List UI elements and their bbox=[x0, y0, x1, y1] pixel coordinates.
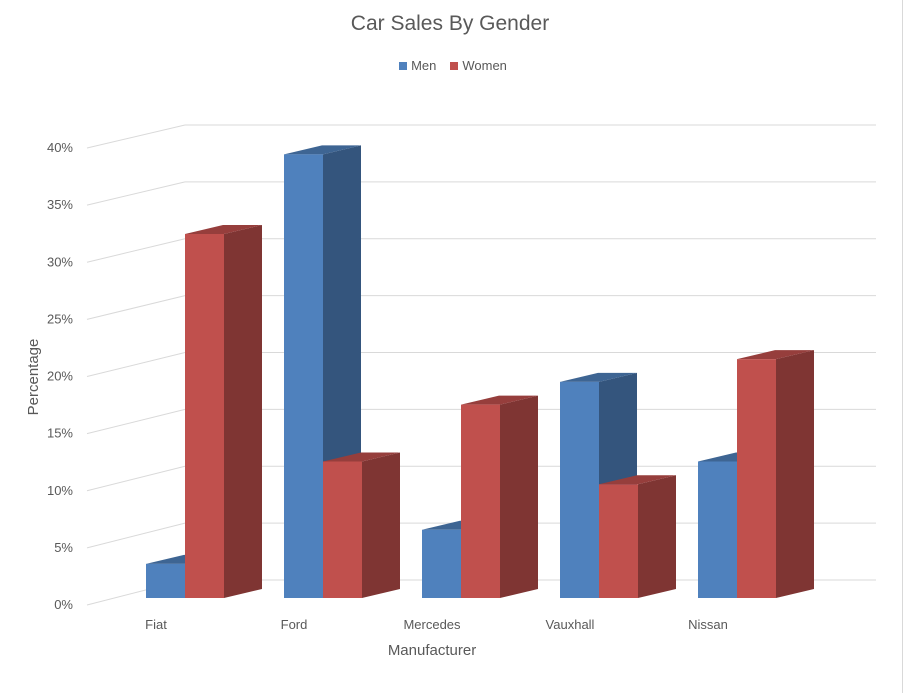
bar-men-vauxhall bbox=[560, 381, 599, 598]
bar-top bbox=[323, 452, 400, 462]
y-tick-label: 30% bbox=[47, 254, 73, 269]
gridline-side bbox=[86, 522, 186, 549]
gridline-side bbox=[86, 238, 186, 263]
y-tick-label: 10% bbox=[47, 483, 73, 498]
legend-swatch bbox=[450, 61, 459, 70]
gridline-side bbox=[86, 181, 186, 206]
bar-top bbox=[560, 372, 637, 382]
y-tick-label: 35% bbox=[47, 197, 73, 212]
bar-side bbox=[776, 350, 814, 598]
bar-top bbox=[284, 145, 361, 155]
bar-women-mercedes bbox=[461, 404, 500, 598]
bar-side bbox=[500, 395, 538, 598]
bar-top bbox=[599, 475, 676, 485]
gridline-side bbox=[86, 465, 186, 492]
x-tick-label: Fiat bbox=[145, 617, 167, 632]
bar-men-fiat bbox=[146, 563, 185, 598]
bar-top bbox=[737, 350, 814, 360]
legend-swatch bbox=[399, 61, 408, 70]
window-edge bbox=[902, 0, 903, 693]
bar-side bbox=[638, 475, 676, 598]
bar-women-ford bbox=[323, 461, 362, 598]
x-tick-label: Vauxhall bbox=[546, 617, 595, 632]
bar-men-mercedes bbox=[422, 529, 461, 598]
legend-label: Women bbox=[462, 58, 507, 73]
bar-women-fiat bbox=[185, 234, 224, 598]
x-tick-label: Mercedes bbox=[403, 617, 461, 632]
gridline-side bbox=[86, 124, 186, 149]
bar-men-ford bbox=[284, 154, 323, 598]
y-tick-label: 25% bbox=[47, 311, 73, 326]
y-axis-title: Percentage bbox=[25, 339, 42, 416]
bar-top bbox=[185, 225, 262, 234]
bar-side bbox=[362, 452, 400, 598]
y-tick-label: 20% bbox=[47, 369, 73, 384]
x-tick-label: Ford bbox=[281, 617, 308, 632]
gridline-side bbox=[86, 352, 186, 377]
bar-top bbox=[461, 395, 538, 405]
gridline-side bbox=[86, 295, 186, 320]
bar-women-nissan bbox=[737, 359, 776, 598]
bar-women-vauxhall bbox=[599, 484, 638, 598]
legend-item-women: Women bbox=[450, 58, 507, 73]
bar-side bbox=[224, 225, 262, 598]
gridline-side bbox=[86, 408, 186, 435]
legend-label: Men bbox=[411, 58, 437, 73]
y-tick-label: 0% bbox=[54, 597, 73, 612]
y-tick-label: 40% bbox=[47, 140, 73, 155]
chart-title: Car Sales By Gender bbox=[350, 12, 550, 35]
y-tick-label: 15% bbox=[47, 426, 73, 441]
legend-item-men: Men bbox=[399, 58, 436, 73]
legend: Men Women bbox=[0, 58, 906, 73]
x-tick-label: Nissan bbox=[688, 617, 728, 632]
bar-men-nissan bbox=[698, 461, 737, 598]
x-axis-title: Manufacturer bbox=[388, 642, 476, 659]
y-tick-label: 5% bbox=[54, 540, 73, 555]
